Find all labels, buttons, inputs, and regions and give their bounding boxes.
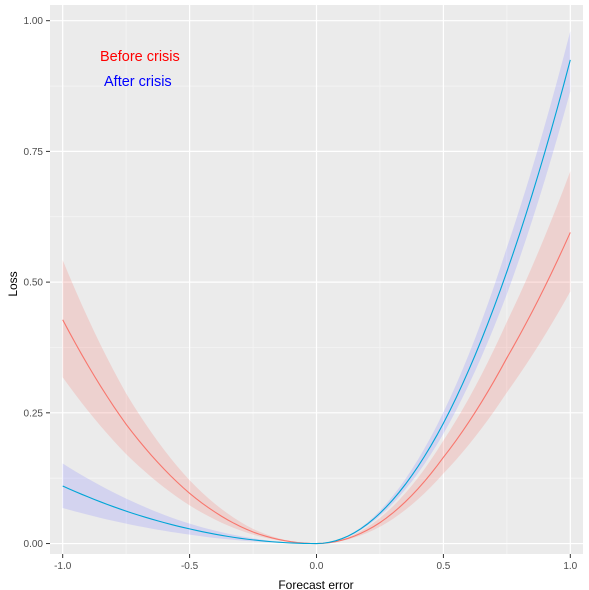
- legend-label-after-crisis: After crisis: [104, 74, 172, 90]
- x-tick-label: 0.5: [436, 561, 450, 572]
- legend-label-before-crisis: Before crisis: [100, 49, 180, 65]
- confidence-band-before-crisis: [62, 171, 571, 544]
- x-tick-label: 1.0: [563, 561, 577, 572]
- y-tick-label: 0.25: [24, 408, 44, 419]
- x-tick-label: 0.0: [310, 561, 324, 572]
- x-axis-title: Forecast error: [278, 578, 353, 590]
- confidence-band-after-crisis: [62, 31, 571, 544]
- y-tick-label: 0.00: [24, 539, 44, 550]
- y-tick-label: 0.75: [24, 147, 44, 158]
- x-tick-label: -1.0: [54, 561, 72, 572]
- series-lines: [62, 59, 571, 545]
- x-axis-ticks: -1.0 -0.5 0.0 0.5 1.0: [54, 554, 578, 572]
- y-axis-ticks: 0.00 0.25 0.50 0.75 1.00: [24, 16, 50, 550]
- y-axis-title: Loss: [6, 271, 20, 296]
- y-tick-label: 0.50: [24, 278, 44, 289]
- confidence-bands: [62, 31, 571, 544]
- y-tick-label: 1.00: [24, 16, 44, 27]
- series-line-after-crisis: [62, 59, 571, 545]
- x-tick-label: -0.5: [181, 561, 199, 572]
